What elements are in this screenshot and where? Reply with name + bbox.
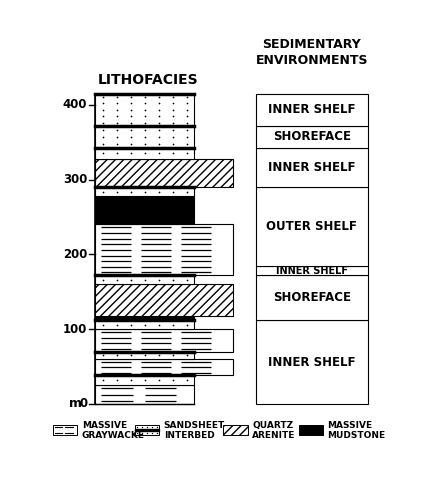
Text: 300: 300 [63,173,87,186]
Bar [96,126,194,148]
Bar [256,276,368,320]
Text: OUTER SHELF: OUTER SHELF [266,220,357,233]
Text: LITHOFACIES: LITHOFACIES [98,73,198,87]
Bar [96,320,194,329]
Bar [96,329,233,351]
Bar [96,158,233,187]
Bar [96,276,194,284]
Bar [96,284,233,316]
Bar [256,187,368,266]
Text: MASSIVE
GRAYWACKE: MASSIVE GRAYWACKE [82,420,145,440]
Text: SHOREFACE: SHOREFACE [273,291,351,304]
Bar [299,425,323,436]
Text: SANDSHEET
INTERBED: SANDSHEET INTERBED [164,420,225,440]
Bar [96,376,194,385]
Text: QUARTZ
ARENITE: QUARTZ ARENITE [252,420,296,440]
Text: 100: 100 [63,322,87,336]
Bar [256,266,368,276]
Bar [256,320,368,404]
Bar [256,148,368,187]
Bar [96,352,194,359]
Bar [96,224,233,276]
Text: m: m [69,398,82,410]
Text: INNER SHELF: INNER SHELF [268,161,356,174]
Text: INNER SHELF: INNER SHELF [268,356,356,368]
Bar [96,385,194,404]
Bar [96,148,194,158]
Bar [96,187,194,196]
Text: INNER SHELF: INNER SHELF [268,103,356,116]
Bar [53,425,77,436]
Text: 200: 200 [63,248,87,261]
Text: 0: 0 [79,398,87,410]
Bar [96,196,194,220]
Text: MASSIVE
MUDSTONE: MASSIVE MUDSTONE [327,420,386,440]
Text: SHOREFACE: SHOREFACE [273,130,351,143]
Bar [135,425,159,436]
Bar [223,425,248,436]
Text: 400: 400 [63,98,87,112]
Bar [96,220,194,224]
Text: SEDIMENTARY
ENVIRONMENTS: SEDIMENTARY ENVIRONMENTS [255,38,368,68]
Bar [256,94,368,126]
Bar [96,94,194,126]
Text: INNER SHELF: INNER SHELF [276,266,348,276]
Bar [96,316,194,320]
Bar [256,126,368,148]
Bar [96,359,233,376]
